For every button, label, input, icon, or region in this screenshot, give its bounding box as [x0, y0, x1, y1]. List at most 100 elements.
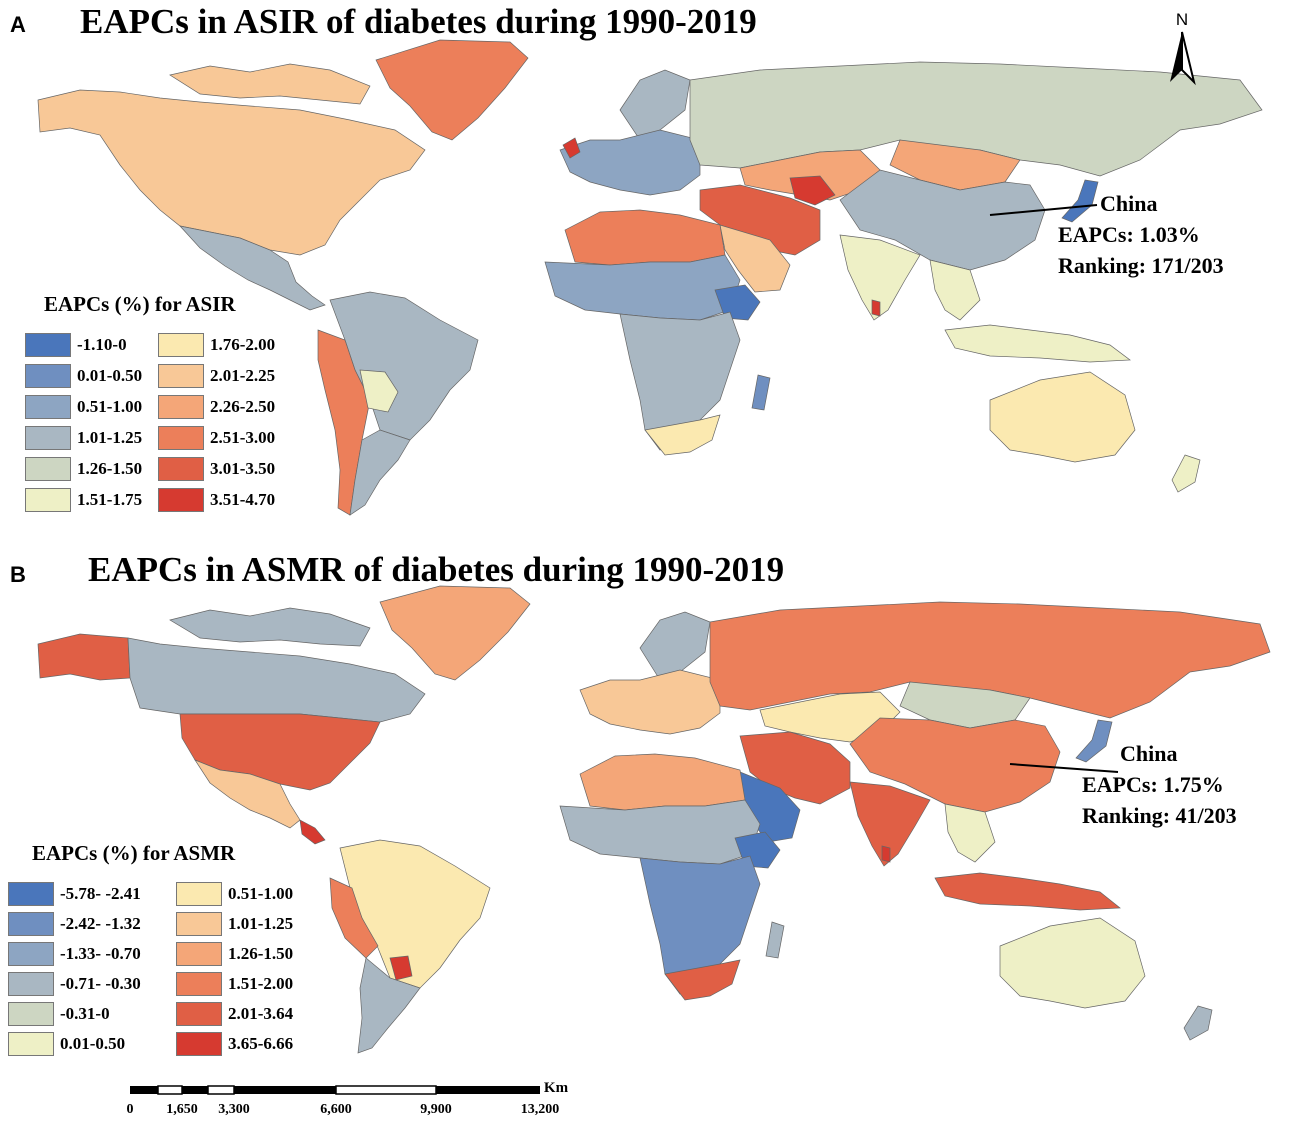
legend-label: 0.51-1.00 — [77, 397, 143, 416]
china-callout-a-eapcs: EAPCs: 1.03% — [1058, 219, 1224, 250]
legend-swatch — [176, 882, 222, 906]
legend-label: 3.01-3.50 — [210, 459, 276, 478]
legend-swatch — [8, 1002, 54, 1026]
scale-bar: Km 0 1,650 3,300 6,600 9,900 13,200 — [0, 1078, 1311, 1129]
legend-label: -1.33- -0.70 — [60, 944, 141, 963]
legend-label: 1.01-1.25 — [77, 428, 143, 447]
ranking-prefix: Ranking: — [1082, 803, 1171, 828]
china-callout-a-ranking: Ranking: 171/203 — [1058, 250, 1224, 281]
scale-bar-graphic — [130, 1085, 540, 1095]
region-greenland — [379, 585, 531, 681]
region-australia — [999, 917, 1146, 1009]
legend-label: -5.78- -2.41 — [60, 884, 141, 903]
legend-swatch — [158, 488, 204, 512]
china-pointer-line-b — [1009, 763, 1119, 773]
region-arctic-islands — [169, 63, 371, 105]
world-map-asmr — [37, 585, 1271, 1054]
china-callout-b: China EAPCs: 1.75% Ranking: 41/203 — [1082, 738, 1237, 831]
region-alaska — [37, 633, 131, 681]
panel-a-letter: A — [10, 12, 26, 37]
legend-label: -0.71- -0.30 — [60, 974, 141, 993]
region-southeast-asia — [929, 259, 981, 321]
asir-legend-item: 3.51-4.70 — [158, 488, 275, 512]
north-arrow-label: N — [1175, 10, 1189, 29]
scale-tick-5: 13,200 — [520, 1102, 560, 1117]
legend-label: -0.31-0 — [60, 1004, 110, 1023]
legend-label: 2.26-2.50 — [210, 397, 276, 416]
legend-swatch — [158, 395, 204, 419]
legend-label: 2.01-2.25 — [210, 366, 276, 385]
legend-label: 2.01-3.64 — [228, 1004, 294, 1023]
scale-tick-3: 6,600 — [320, 1102, 352, 1117]
legend-swatch — [158, 364, 204, 388]
region-paraguay — [389, 955, 413, 981]
region-north-america — [37, 89, 426, 256]
region-indonesia — [944, 324, 1131, 363]
legend-swatch — [8, 882, 54, 906]
legend-swatch — [25, 395, 71, 419]
legend-swatch — [158, 426, 204, 450]
legend-swatch — [176, 1002, 222, 1026]
legend-label: 1.76-2.00 — [210, 335, 276, 354]
region-sri-lanka — [871, 299, 881, 317]
legend-b-title: EAPCs (%) for ASMR — [32, 841, 236, 865]
scale-tick-4: 9,900 — [420, 1102, 452, 1117]
region-bolivia — [359, 369, 399, 413]
region-new-zealand — [1183, 1005, 1213, 1041]
legend-label: 0.01-0.50 — [77, 366, 143, 385]
world-map-asir — [37, 39, 1263, 516]
asmr-legend-item: -2.42- -1.32 — [8, 912, 141, 936]
region-madagascar — [765, 921, 785, 959]
region-arabia — [719, 224, 791, 293]
asir-legend-item: 0.01-0.50 — [25, 364, 142, 388]
legend-label: 1.26-1.50 — [77, 459, 143, 478]
asir-legend-item: 1.26-1.50 — [25, 457, 142, 481]
region-sahel — [544, 254, 741, 321]
region-arctic-islands — [169, 607, 371, 647]
region-europe — [579, 669, 721, 735]
legend-swatch — [25, 426, 71, 450]
panel-b-title: EAPCs in ASMR of diabetes during 1990-20… — [88, 550, 785, 589]
asmr-legend-item: -0.31-0 — [8, 1002, 110, 1026]
legend-swatch — [25, 364, 71, 388]
region-brazil — [339, 839, 491, 989]
ranking-prefix: Ranking: — [1058, 253, 1147, 278]
asir-legend-item: 1.51-1.75 — [25, 488, 142, 512]
legend-swatch — [176, 972, 222, 996]
asmr-legend-item: 1.51-2.00 — [176, 972, 293, 996]
asir-legend-item: 1.01-1.25 — [25, 426, 142, 450]
china-callout-a-label: China — [1100, 191, 1158, 216]
region-indonesia — [934, 872, 1121, 911]
north-arrow: N — [1162, 10, 1202, 91]
region-central-america — [299, 819, 326, 845]
legend-swatch — [176, 1032, 222, 1056]
panel-b: B EAPCs in ASMR of diabetes during 1990-… — [0, 548, 1311, 1058]
region-australia — [989, 371, 1136, 463]
scale-unit: Km — [543, 1080, 569, 1096]
region-russia — [709, 601, 1271, 719]
scale-tick-1: 1,650 — [166, 1102, 198, 1117]
region-greenland — [375, 39, 529, 141]
legend-swatch — [8, 1032, 54, 1056]
region-madagascar — [751, 374, 771, 411]
asir-legend-item: 1.76-2.00 — [158, 333, 275, 357]
region-china — [839, 169, 1046, 271]
legend-swatch — [25, 333, 71, 357]
region-central-africa — [639, 855, 761, 995]
region-india — [839, 234, 921, 321]
panel-b-letter: B — [10, 562, 26, 587]
region-uk — [562, 137, 581, 159]
legend-swatch — [176, 912, 222, 936]
region-scandinavia — [639, 611, 711, 681]
asir-legend-item: 2.26-2.50 — [158, 395, 275, 419]
legend-swatch — [158, 333, 204, 357]
scale-tick-2: 3,300 — [218, 1102, 250, 1117]
region-new-zealand — [1171, 454, 1201, 493]
region-mexico — [179, 225, 326, 311]
region-argentina — [357, 957, 421, 1054]
region-central-africa — [619, 311, 741, 451]
legend-swatch — [158, 457, 204, 481]
legend-label: 0.51-1.00 — [228, 884, 294, 903]
region-peru — [329, 877, 379, 959]
china-callout-a: China EAPCs: 1.03% Ranking: 171/203 — [1058, 188, 1224, 281]
